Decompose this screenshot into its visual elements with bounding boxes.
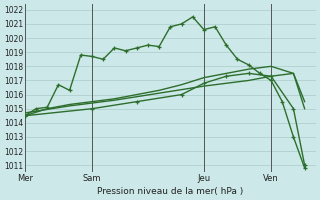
X-axis label: Pression niveau de la mer( hPa ): Pression niveau de la mer( hPa ): [97, 187, 244, 196]
